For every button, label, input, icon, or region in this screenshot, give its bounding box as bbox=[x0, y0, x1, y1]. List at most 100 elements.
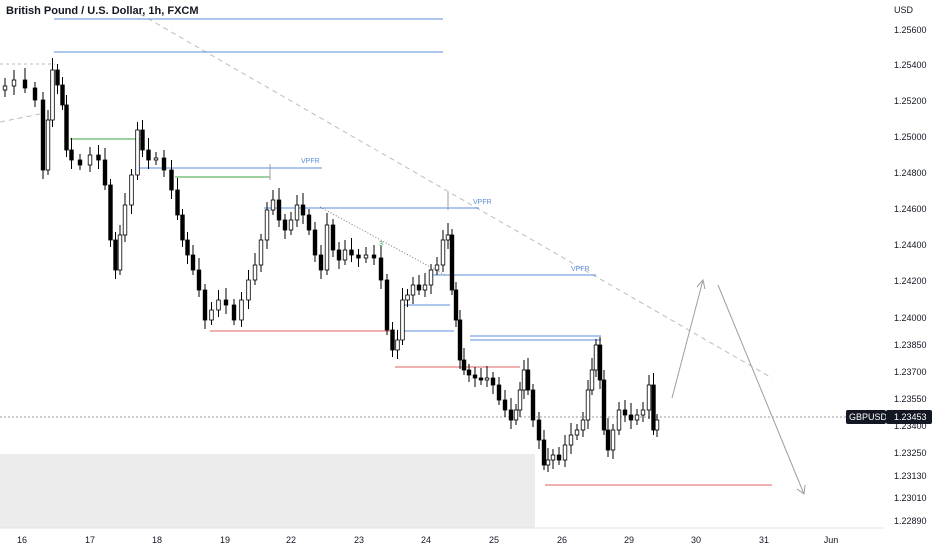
candle-body bbox=[541, 439, 547, 466]
candle-body bbox=[521, 369, 527, 391]
projection-down-arrow bbox=[717, 284, 805, 495]
candle-body bbox=[306, 214, 312, 231]
candle-body bbox=[400, 299, 405, 341]
candle-body bbox=[32, 87, 38, 101]
candle-body bbox=[530, 389, 536, 421]
candle-body bbox=[231, 304, 237, 321]
symbol-label-bg bbox=[846, 410, 886, 424]
time-tick-label: 18 bbox=[152, 535, 162, 545]
dashed-trendline bbox=[139, 13, 773, 379]
left-dashed-line bbox=[0, 113, 41, 123]
candle-body bbox=[129, 174, 134, 206]
candle-body bbox=[440, 239, 446, 266]
time-tick-label: 26 bbox=[557, 535, 567, 545]
candle-body bbox=[108, 184, 113, 241]
candle-body bbox=[410, 284, 416, 296]
wave-label-3: 3 bbox=[379, 241, 383, 248]
candle-body bbox=[300, 204, 306, 216]
candle-body bbox=[122, 204, 128, 236]
candle-body bbox=[428, 269, 434, 286]
last-price-label-bg bbox=[886, 410, 932, 424]
candle-body bbox=[378, 257, 384, 281]
currency-label: USD bbox=[894, 5, 914, 15]
candle-body bbox=[77, 159, 83, 166]
candle-body bbox=[64, 104, 69, 151]
candle-body bbox=[646, 384, 652, 411]
candle-body bbox=[395, 339, 400, 351]
time-tick-label: 29 bbox=[624, 535, 634, 545]
price-tick-label: 1.23550 bbox=[894, 394, 927, 404]
price-tick-label: 1.24600 bbox=[894, 204, 927, 214]
candle-body bbox=[654, 419, 660, 431]
candle-body bbox=[502, 399, 508, 411]
time-tick-label: 31 bbox=[759, 535, 769, 545]
time-tick-label: 30 bbox=[691, 535, 701, 545]
candle-body bbox=[536, 419, 542, 441]
time-axis[interactable]: 16 17 18 19 22 23 24 25 26 29 30 31 Jun bbox=[17, 535, 838, 545]
time-tick-label: 17 bbox=[85, 535, 95, 545]
candle-body bbox=[55, 69, 60, 86]
candle-body bbox=[153, 157, 159, 161]
candle-body bbox=[216, 299, 221, 311]
candle-body bbox=[196, 269, 202, 291]
candle-body bbox=[513, 409, 519, 421]
candle-body bbox=[252, 264, 258, 281]
projection-up-arrowhead bbox=[696, 278, 706, 290]
candle-body bbox=[288, 219, 294, 231]
price-tick-label: 1.25600 bbox=[894, 25, 927, 35]
price-tick-label: 1.24800 bbox=[894, 168, 927, 178]
candle-body bbox=[634, 414, 640, 421]
candle-body bbox=[185, 239, 190, 256]
vpfr-label-1: VPFR bbox=[301, 158, 320, 165]
projection-up-arrow bbox=[671, 279, 704, 399]
candle-body bbox=[610, 429, 616, 451]
candle-body bbox=[349, 249, 354, 256]
price-axis[interactable]: 1.25600 1.25400 1.25200 1.25000 1.24800 1.246… bbox=[894, 25, 927, 526]
candle-body bbox=[371, 254, 377, 259]
candle-body bbox=[525, 369, 531, 391]
candle-body bbox=[22, 79, 28, 89]
candle-body bbox=[246, 279, 251, 301]
candle-body bbox=[282, 219, 288, 231]
price-tick-label: 1.25000 bbox=[894, 132, 927, 142]
candle-body bbox=[550, 454, 556, 461]
candle-body bbox=[651, 384, 656, 431]
candle-body bbox=[556, 454, 562, 461]
price-tick-label: 1.23850 bbox=[894, 340, 927, 350]
candle-body bbox=[601, 379, 607, 431]
candle-body bbox=[336, 249, 342, 261]
time-tick-label: Jun bbox=[824, 535, 839, 545]
price-tick-label: 1.25400 bbox=[894, 60, 927, 70]
candle-body bbox=[568, 434, 574, 446]
candle-body bbox=[616, 409, 622, 431]
candle-body bbox=[209, 309, 214, 321]
candle-body bbox=[264, 209, 270, 241]
candle-body bbox=[312, 229, 318, 256]
candle-body bbox=[161, 157, 167, 171]
candle-body bbox=[40, 99, 46, 171]
candle-body bbox=[508, 409, 514, 421]
candle-body bbox=[113, 239, 118, 271]
candle-body bbox=[580, 419, 586, 431]
candle-body bbox=[484, 377, 490, 381]
candle-body bbox=[102, 159, 108, 186]
candle-body bbox=[593, 344, 599, 371]
candle-body bbox=[324, 224, 330, 271]
candle-body bbox=[585, 389, 591, 421]
candle-body bbox=[239, 299, 244, 321]
chart-title: British Pound / U.S. Dollar, 1h, FXCM bbox=[6, 5, 199, 17]
last-price-label: 1.23453 bbox=[894, 412, 927, 422]
candle-body bbox=[461, 359, 467, 371]
price-tick-label: 1.24400 bbox=[894, 240, 927, 250]
candle-body bbox=[11, 79, 17, 87]
candle-body bbox=[589, 369, 595, 391]
shaded-zone bbox=[0, 454, 535, 528]
candle-body bbox=[169, 169, 174, 191]
candle-body bbox=[140, 129, 145, 151]
candle-body bbox=[457, 319, 463, 361]
candle-body bbox=[180, 214, 185, 241]
time-tick-label: 16 bbox=[17, 535, 27, 545]
candle-body bbox=[453, 289, 459, 321]
candle-body bbox=[330, 224, 336, 251]
